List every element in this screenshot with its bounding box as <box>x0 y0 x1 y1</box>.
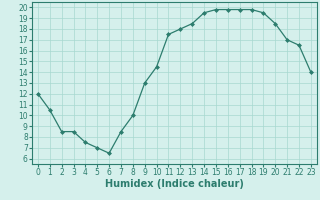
X-axis label: Humidex (Indice chaleur): Humidex (Indice chaleur) <box>105 179 244 189</box>
